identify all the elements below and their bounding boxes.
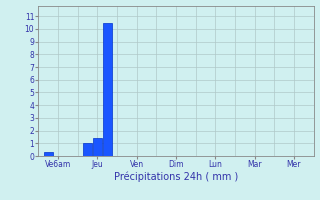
Bar [44,152,53,156]
Bar [93,138,102,156]
Bar [103,23,112,156]
Bar [83,143,92,156]
X-axis label: Précipitations 24h ( mm ): Précipitations 24h ( mm ) [114,172,238,182]
